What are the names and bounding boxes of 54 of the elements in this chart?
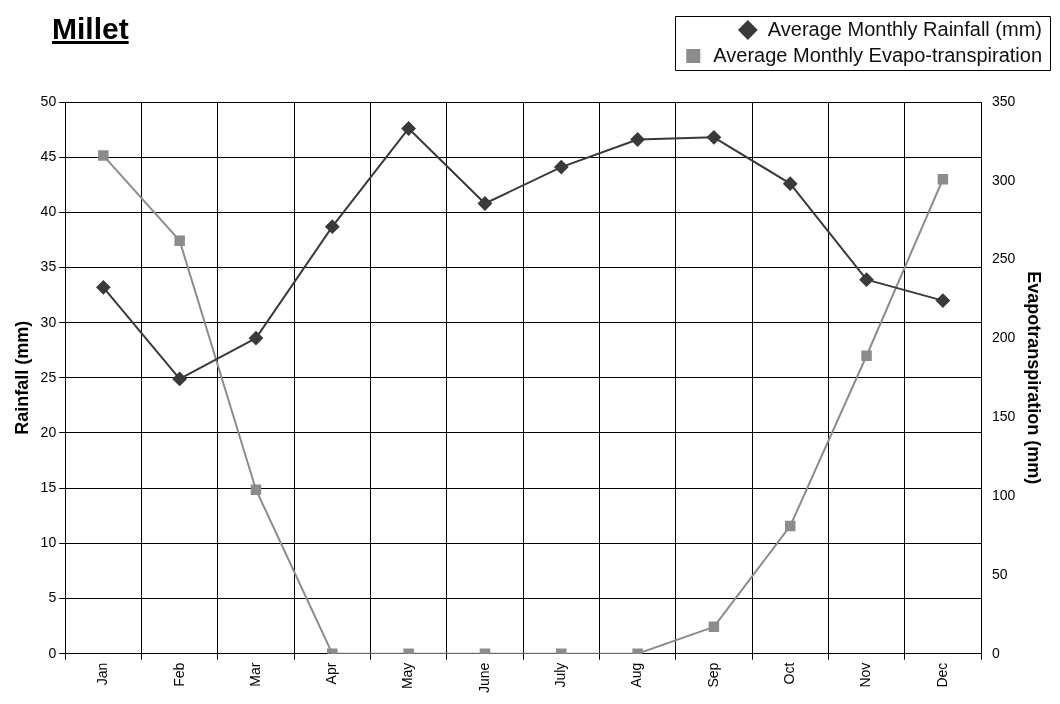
point (172, 371, 187, 386)
y2-tick-label: 100 (992, 486, 1016, 503)
point (554, 160, 569, 175)
point (98, 150, 109, 161)
x-tick-label: Dec (933, 662, 950, 688)
y-tick-label: 15 (40, 479, 57, 496)
y-tick-label: 30 (40, 313, 57, 330)
point (937, 173, 949, 185)
y-tick-label: 50 (40, 92, 57, 109)
y-tick-label: 40 (40, 203, 57, 220)
x-tick-label: Feb (170, 662, 187, 687)
y-tick-label: 45 (40, 148, 57, 165)
y2-axis-title: Evapotranspiration (mm) (1024, 271, 1045, 485)
point (96, 280, 111, 295)
y-tick-label: 20 (40, 423, 57, 440)
y2-tick-label: 250 (992, 250, 1016, 267)
point (783, 176, 798, 191)
x-tick-label: July (552, 662, 569, 688)
y-tick-label: 35 (40, 258, 57, 275)
y2-tick-label: 350 (992, 92, 1016, 109)
chart-title: Millet (52, 12, 129, 46)
legend-label: Average Monthly Rainfall (mm) (767, 17, 1042, 40)
x-tick-label: May (399, 662, 416, 690)
point (861, 350, 872, 361)
x-tick-label: Oct (781, 662, 798, 685)
y2-tick-label: 300 (992, 171, 1016, 188)
point (325, 219, 340, 234)
point (401, 121, 416, 136)
y-axis-title: Rainfall (mm) (11, 320, 32, 435)
point (784, 520, 796, 532)
point (174, 235, 185, 246)
point (859, 272, 874, 287)
point (630, 132, 645, 147)
point (935, 293, 950, 308)
y-tick-label: 25 (40, 368, 57, 385)
x-tick-label: Sep (704, 662, 721, 688)
x-tick-label: Aug (628, 662, 645, 688)
x-tick-label: June (475, 662, 492, 693)
point (250, 484, 262, 495)
y-tick-label: 10 (40, 534, 57, 551)
point (706, 130, 721, 145)
y2-tick-label: 200 (992, 329, 1016, 346)
point (477, 196, 492, 211)
legend-label: Average Monthly Evapo-transpiration (713, 43, 1042, 66)
x-tick-label: Nov (857, 662, 874, 688)
y-tick-label: 5 (48, 589, 57, 606)
y2-tick-label: 150 (992, 408, 1016, 425)
y-tick-label: 0 (48, 644, 57, 661)
x-tick-label: Mar (246, 662, 263, 687)
point (248, 331, 263, 346)
y2-tick-label: 0 (992, 644, 1001, 661)
y2-tick-label: 50 (992, 565, 1008, 582)
x-tick-label: Jan (94, 662, 111, 686)
x-tick-label: Apr (323, 662, 340, 685)
